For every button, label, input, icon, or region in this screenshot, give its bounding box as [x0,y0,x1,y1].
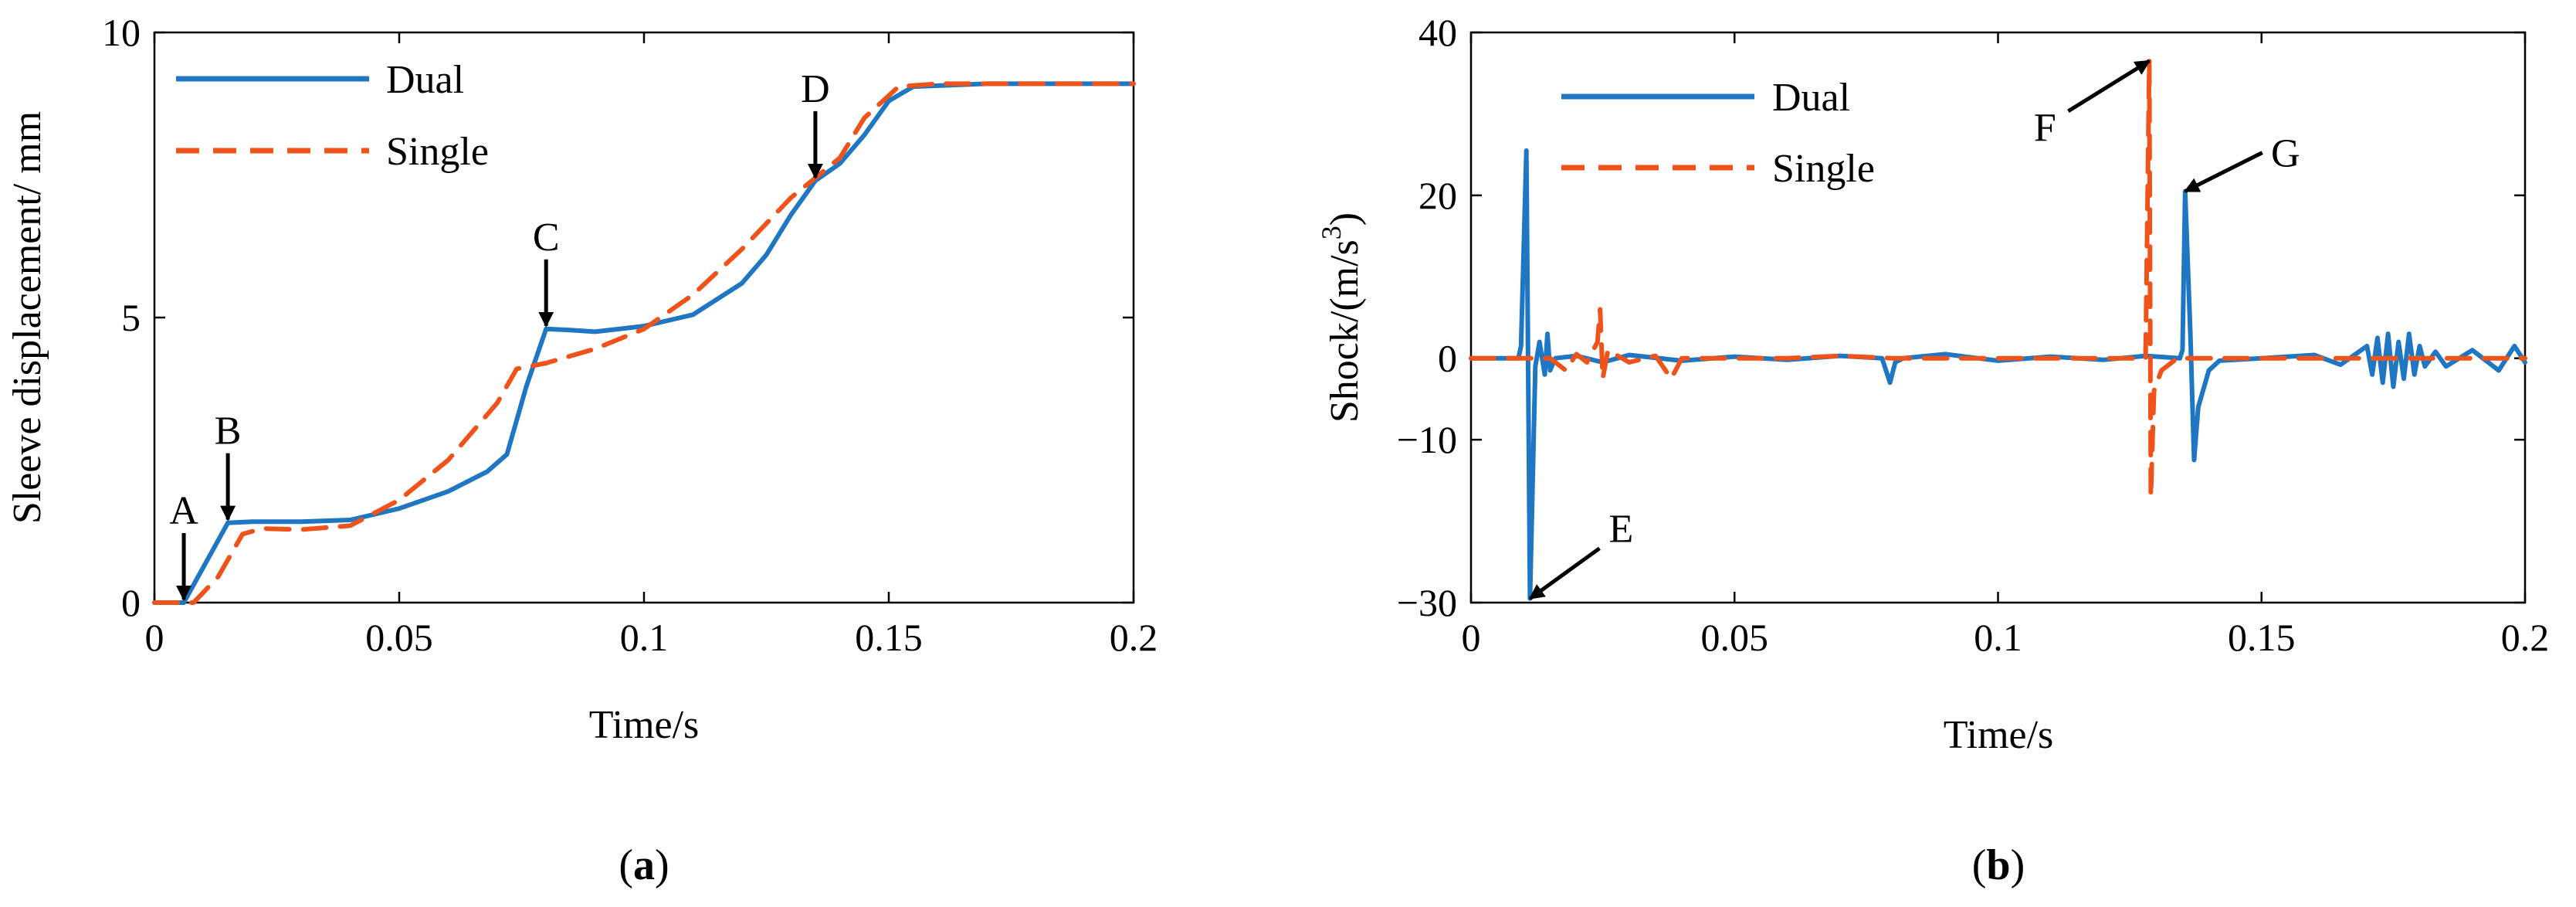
caption-b: (b) [1972,841,2025,889]
y-axis-label-b: Shock/(m/s3) [1316,212,1367,423]
legend-b-dual-label: Dual [1772,76,1850,120]
x-tick-label-b-0: 0 [1462,616,1481,659]
x-axis-label-b: Time/s [1944,713,2054,757]
x-tick-label-b-3: 0.15 [2228,616,2296,659]
annotation-label-g: G [2271,132,2300,176]
series-a-dual [152,81,1136,605]
caption-a: (a) [619,841,669,889]
legend-a-single-label: Single [386,130,489,174]
legend-a-dual-label: Dual [386,58,464,102]
a-series [152,81,1136,605]
caption-a-close: ) [655,841,669,889]
plot-area-b [1469,31,2527,604]
y-tick-label-a-1: 5 [121,296,141,339]
y-tick-label-b-0: −30 [1397,581,1457,624]
legend-b: Dual Single [1561,76,1875,191]
x-tick-label-b-2: 0.1 [1974,616,2022,659]
x-tick-label-a-2: 0.1 [620,616,669,659]
series-a-single [152,81,1136,605]
y-tick-label-b-3: 20 [1418,174,1457,217]
annotation-arrow-f [2067,59,2151,114]
caption-b-open: ( [1972,841,1987,889]
x-tick-label-b-4: 0.2 [2501,616,2550,659]
caption-b-close: ) [2011,841,2025,889]
annotation-label-e: E [1609,508,1634,552]
annotation-arrow-e [1528,546,1601,600]
y-axis-label-b-prefix: Shock/(m/s [1323,239,1367,423]
y-tick-label-b-4: 40 [1418,11,1457,54]
y-tick-label-a-2: 10 [102,11,141,54]
annotation-arrow-g [2183,151,2263,193]
a-annotations: AB C D [169,67,830,601]
a-ticks: 0 0.05 0.1 0.15 0.2 0 5 10 [102,11,1158,659]
y-tick-label-b-2: 0 [1438,337,1457,380]
caption-b-letter: b [1986,841,2010,889]
y-tick-label-b-1: −10 [1397,418,1457,461]
annotation-label-a: A [169,489,198,533]
legend-a: Dual Single [176,58,489,174]
panel-b: 0 0.05 0.1 0.15 0.2 −30 −10 0 20 40 E F G Dual Sing… [1316,11,2549,889]
annotation-label-d: D [801,67,830,111]
panel-a: 0 0.05 0.1 0.15 0.2 0 5 10 AB C D Dual Single Tim… [5,11,1158,889]
annotation-label-b: B [215,409,242,454]
caption-a-open: ( [619,841,633,889]
y-axis-label-b-suffix: ) [1323,212,1367,226]
b-annotations: E F G [1528,59,2300,600]
x-tick-label-a-3: 0.15 [855,616,923,659]
caption-a-letter: a [633,841,655,889]
series-b-single [1469,58,2527,499]
x-tick-label-a-1: 0.05 [365,616,433,659]
annotation-label-f: F [2034,106,2056,150]
x-tick-label-a-4: 0.2 [1110,616,1158,659]
plot-area-a [153,31,1135,604]
y-axis-label-b-sup: 3 [1316,226,1347,239]
b-ticks: 0 0.05 0.1 0.15 0.2 −30 −10 0 20 40 [1397,11,2549,659]
y-tick-label-a-0: 0 [121,581,141,624]
annotation-label-c: C [533,216,560,260]
y-axis-label-a: Sleeve displacement/ mm [5,111,49,524]
x-axis-label-a: Time/s [589,703,700,747]
x-tick-label-b-1: 0.05 [1701,616,1769,659]
legend-b-single-label: Single [1772,147,1875,191]
series-b-dual [1469,148,2527,601]
b-series [1469,58,2527,601]
x-tick-label-a-0: 0 [145,616,164,659]
